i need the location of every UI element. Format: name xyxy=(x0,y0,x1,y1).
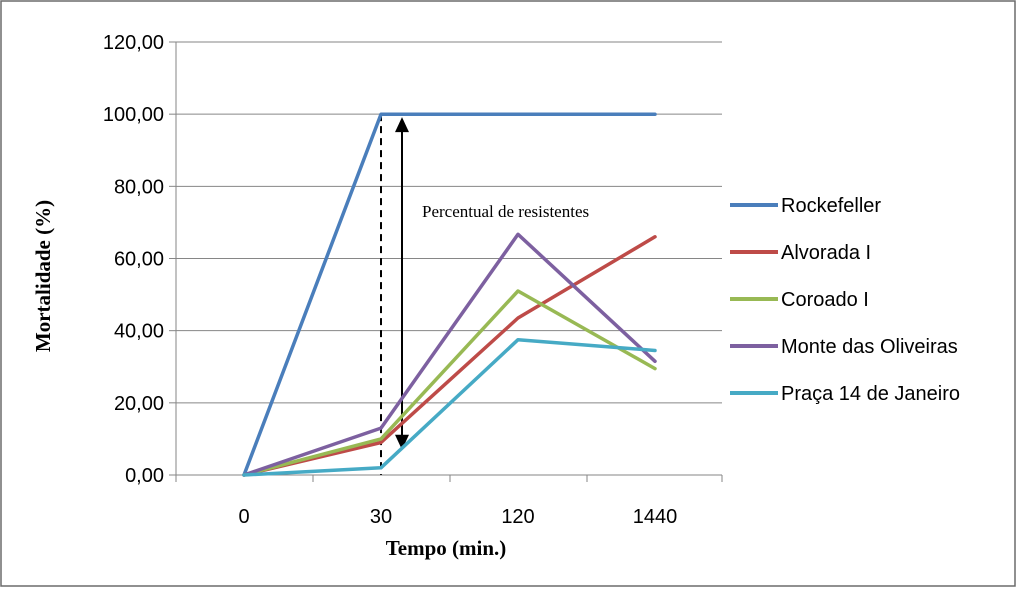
y-tick-label: 80,00 xyxy=(114,176,164,198)
annotation-label: Percentual de resistentes xyxy=(422,202,589,221)
x-tick-label: 120 xyxy=(501,506,534,528)
y-tick-label: 100,00 xyxy=(103,104,164,126)
arrow-head-down xyxy=(395,434,409,450)
legend-label: Monte das Oliveiras xyxy=(781,336,958,358)
series-line xyxy=(242,337,657,477)
series-line xyxy=(242,289,657,477)
legend-label: Praça 14 de Janeiro xyxy=(781,383,960,405)
x-axis-title: Tempo (min.) xyxy=(386,536,507,560)
annotation-box xyxy=(405,188,637,230)
y-tick-label: 0,00 xyxy=(125,465,164,487)
legend: Rockefeller Alvorada I Coroado I Monte das … xyxy=(730,195,960,405)
arrow-head-up xyxy=(395,117,409,133)
x-tick-label: 0 xyxy=(238,506,249,528)
legend-label: Alvorada I xyxy=(781,242,871,264)
x-tick-label: 30 xyxy=(370,506,392,528)
y-tick-label: 120,00 xyxy=(103,32,164,54)
y-tick-label: 20,00 xyxy=(114,393,164,415)
x-tick-label: 1440 xyxy=(633,506,678,528)
axes xyxy=(169,41,723,482)
y-tick-label: 60,00 xyxy=(114,249,164,271)
tick-labels: 0,00 20,00 40,00 60,00 80,00 100,00 120,00 0 30 1… xyxy=(103,32,677,528)
series-line xyxy=(242,232,657,477)
y-axis-title: Mortalidade (%) xyxy=(31,200,55,352)
series-line xyxy=(242,112,657,477)
series-lines xyxy=(242,112,657,477)
y-tick-label: 40,00 xyxy=(114,321,164,343)
legend-label: Coroado I xyxy=(781,289,869,311)
legend-label: Rockefeller xyxy=(781,195,881,217)
annotation: Percentual de resistentes xyxy=(380,114,637,475)
